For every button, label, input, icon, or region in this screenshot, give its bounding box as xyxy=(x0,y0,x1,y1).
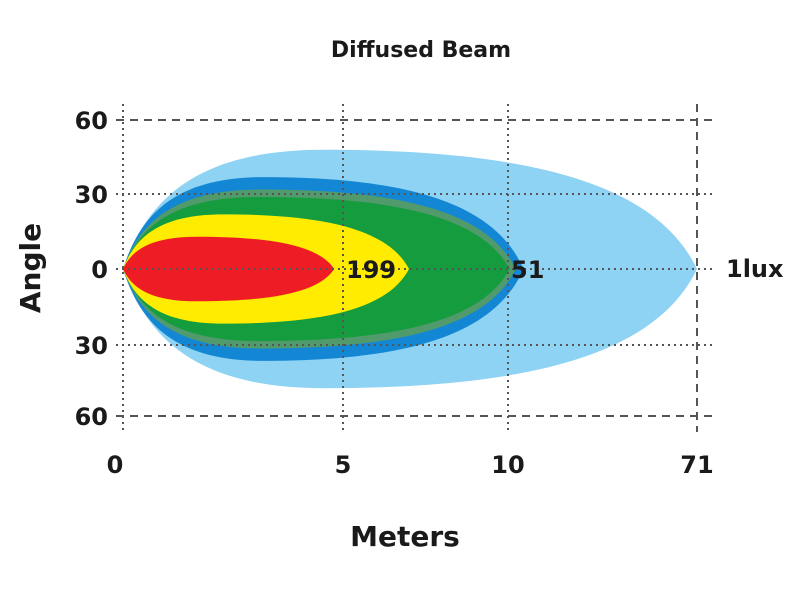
chart-title: Diffused Beam xyxy=(331,38,511,63)
y-tick-label: 30 xyxy=(75,332,108,360)
annotation-label: 199 xyxy=(346,256,396,284)
x-tick-labels: 0 5 10 71 xyxy=(107,451,714,479)
x-tick-label: 10 xyxy=(491,451,524,479)
x-tick-label: 5 xyxy=(335,451,352,479)
beam-zone-6 xyxy=(123,236,335,302)
grid xyxy=(116,104,715,432)
x-tick-label: 0 xyxy=(107,451,124,479)
y-tick-label: 60 xyxy=(75,107,108,135)
y-tick-labels: 60 30 0 30 60 xyxy=(75,107,108,431)
y-axis-label: Angle xyxy=(14,223,47,313)
y-tick-label: 0 xyxy=(91,256,108,284)
annotation-label: 51 xyxy=(511,256,544,284)
y-tick-label: 30 xyxy=(75,181,108,209)
y-tick-label: 60 xyxy=(75,403,108,431)
series-label-1lux: 1lux xyxy=(726,255,784,283)
x-axis-label: Meters xyxy=(350,520,460,553)
x-tick-label: 71 xyxy=(680,451,713,479)
value-annotations: 199 51 xyxy=(346,256,544,284)
beam-zones xyxy=(123,149,697,389)
